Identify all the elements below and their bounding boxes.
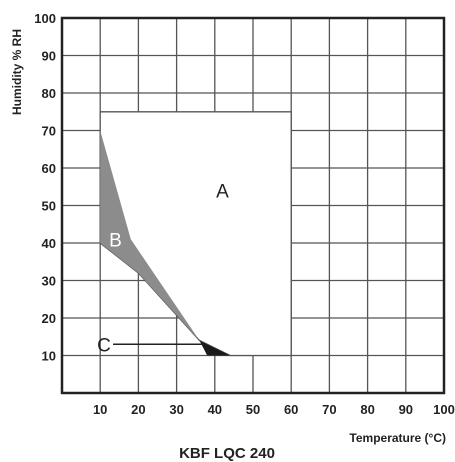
y-tick-label: 10 (42, 349, 56, 364)
y-axis-label: Humidity % RH (10, 29, 24, 115)
x-tick-label: 50 (246, 402, 260, 417)
x-tick-label: 10 (93, 402, 107, 417)
x-tick-label: 40 (208, 402, 222, 417)
region-label-b: B (109, 230, 122, 251)
y-tick-labels: 10 20 30 40 50 60 70 80 90 100 (34, 11, 56, 364)
plot-frame (60, 16, 446, 395)
x-axis-label: Temperature (°C) (349, 431, 446, 445)
region-labels: A B C (97, 182, 229, 357)
plot-border (60, 16, 446, 395)
y-tick-label: 80 (42, 86, 56, 101)
x-tick-label: 60 (284, 402, 298, 417)
region-b (100, 130, 200, 341)
x-tick-label: 70 (322, 402, 336, 417)
chart-title: KBF LQC 240 (179, 445, 275, 462)
x-tick-label: 90 (399, 402, 413, 417)
x-tick-label: 20 (131, 402, 145, 417)
y-tick-label: 40 (42, 236, 56, 251)
x-tick-labels: 10 20 30 40 50 60 70 80 90 100 (93, 402, 455, 417)
x-tick-label: 80 (360, 402, 374, 417)
y-tick-label: 70 (42, 124, 56, 139)
y-tick-label: 20 (42, 311, 56, 326)
region-c (199, 340, 231, 356)
y-tick-label: 30 (42, 274, 56, 289)
y-tick-label: 50 (42, 199, 56, 214)
x-tick-label: 100 (433, 402, 455, 417)
region-label-c: C (97, 335, 111, 356)
y-tick-label: 90 (42, 49, 56, 64)
region-label-a: A (216, 182, 229, 203)
y-tick-label: 100 (34, 11, 56, 26)
y-tick-label: 60 (42, 161, 56, 176)
x-tick-label: 30 (169, 402, 183, 417)
regions (99, 111, 292, 357)
